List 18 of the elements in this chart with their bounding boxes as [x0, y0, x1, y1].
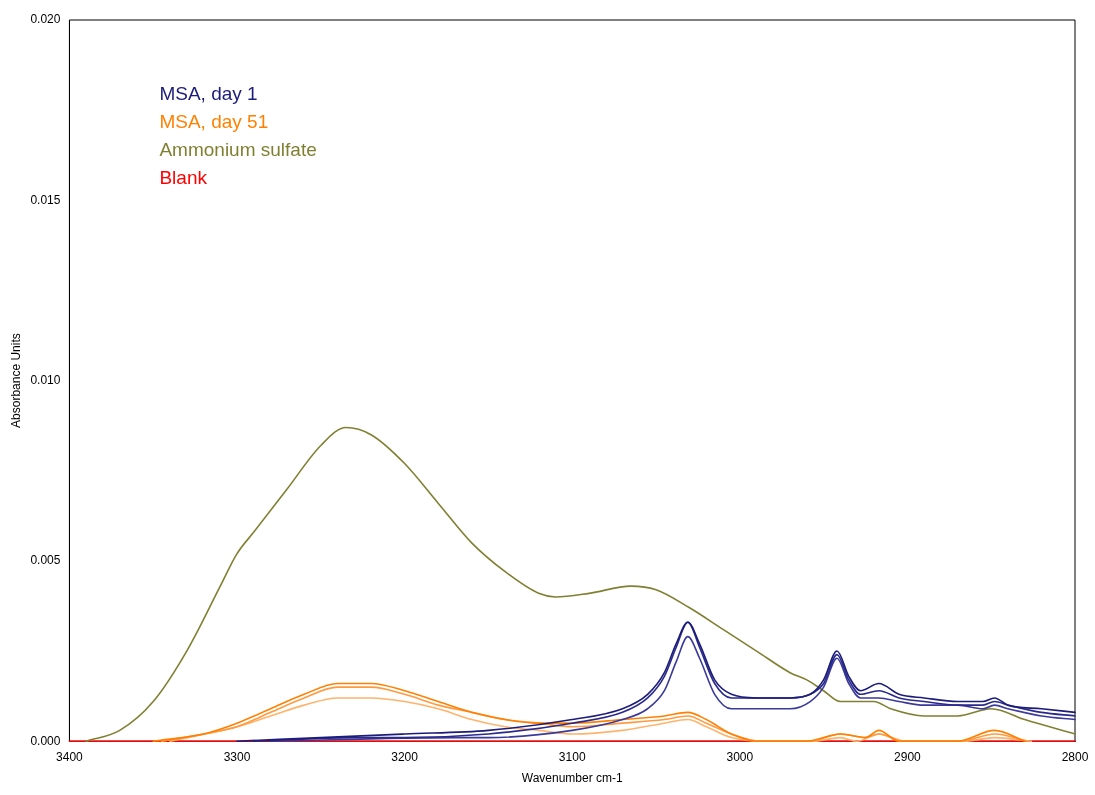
x-tick-label: 3200 [391, 749, 419, 764]
y-tick-label: 0.015 [30, 192, 61, 207]
x-tick-label: 3100 [558, 749, 586, 764]
text: Blank [159, 166, 208, 188]
text: MSA, day 51 [159, 110, 269, 132]
x-tick-label: 3400 [56, 749, 84, 764]
y-tick-label: 0.000 [30, 733, 61, 748]
x-tick-label: 2800 [1061, 749, 1089, 764]
x-tick-label: 3000 [726, 749, 754, 764]
y-axis-title: Absorbance Units [8, 333, 23, 428]
y-tick-label: 0.020 [30, 12, 61, 27]
x-tick-label: 3300 [223, 749, 251, 764]
x-axis-title: Wavenumber cm-1 [521, 771, 623, 786]
text: MSA, day 1 [159, 82, 258, 104]
x-tick-label: 2900 [894, 749, 922, 764]
y-tick-label: 0.010 [30, 372, 61, 387]
y-tick-label: 0.005 [30, 553, 61, 568]
text: Ammonium sulfate [159, 138, 317, 160]
